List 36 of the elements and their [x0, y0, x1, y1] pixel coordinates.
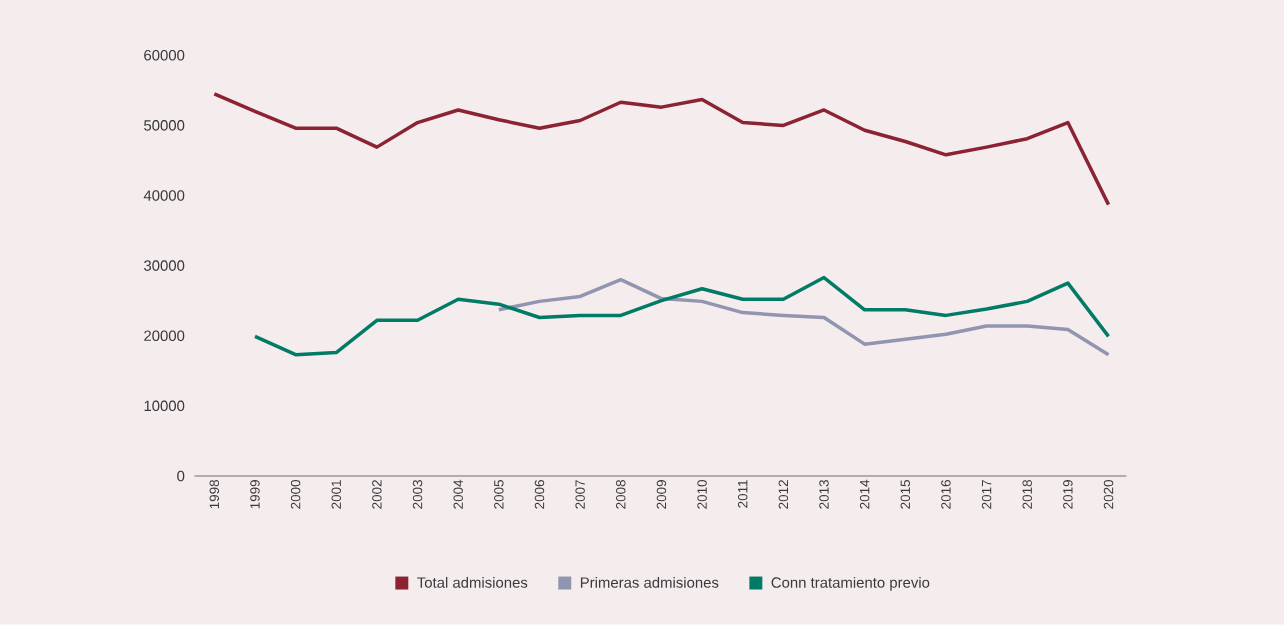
y-tick-label: 40000	[143, 190, 185, 201]
x-tick-label: 2002	[372, 480, 382, 509]
x-tick-label: 2008	[616, 480, 626, 509]
x-tick-label: 2007	[575, 480, 585, 509]
x-tick-label: 2016	[941, 480, 951, 509]
x-tick-label: 2018	[1022, 480, 1032, 509]
x-tick-label: 2003	[412, 480, 423, 509]
y-tick-label: 60000	[144, 50, 185, 61]
y-tick-label: 50000	[144, 120, 185, 131]
line-series	[212, 92, 1111, 207]
legend-label: Total admisiones	[417, 577, 528, 589]
x-tick-label: 2010	[697, 480, 707, 509]
x-tick-label: 2012	[778, 480, 789, 509]
x-tick-label: 2000	[290, 480, 301, 509]
line-series	[497, 278, 1111, 357]
x-tick-label: 2017	[981, 480, 992, 509]
x-tick-label: 1998	[209, 480, 220, 509]
x-tick-label: 2005	[494, 480, 504, 509]
y-tick-label: 0	[177, 470, 185, 482]
x-tick-label: 2020	[1103, 480, 1114, 509]
y-tick-label: 30000	[144, 260, 185, 272]
x-tick-label: 1999	[250, 480, 260, 509]
x-tick-label: 2019	[1063, 480, 1073, 509]
x-tick-label: 2004	[453, 480, 463, 509]
line-series	[253, 275, 1111, 357]
x-tick-label: 2006	[534, 480, 545, 509]
x-tick-label: 2014	[859, 480, 870, 509]
x-tick-label: 2013	[819, 480, 829, 509]
x-tick-label: 2015	[900, 480, 911, 509]
x-tick-label: 2001	[331, 480, 341, 509]
legend-label: Primeras admisiones	[580, 577, 719, 589]
x-tick-label: 2011	[737, 480, 748, 508]
x-tick-label: 2009	[656, 480, 667, 509]
legend-label: Conn tratamiento previo	[771, 577, 930, 591]
y-tick-label: 20000	[144, 330, 185, 342]
y-tick-label: 10000	[144, 400, 185, 412]
